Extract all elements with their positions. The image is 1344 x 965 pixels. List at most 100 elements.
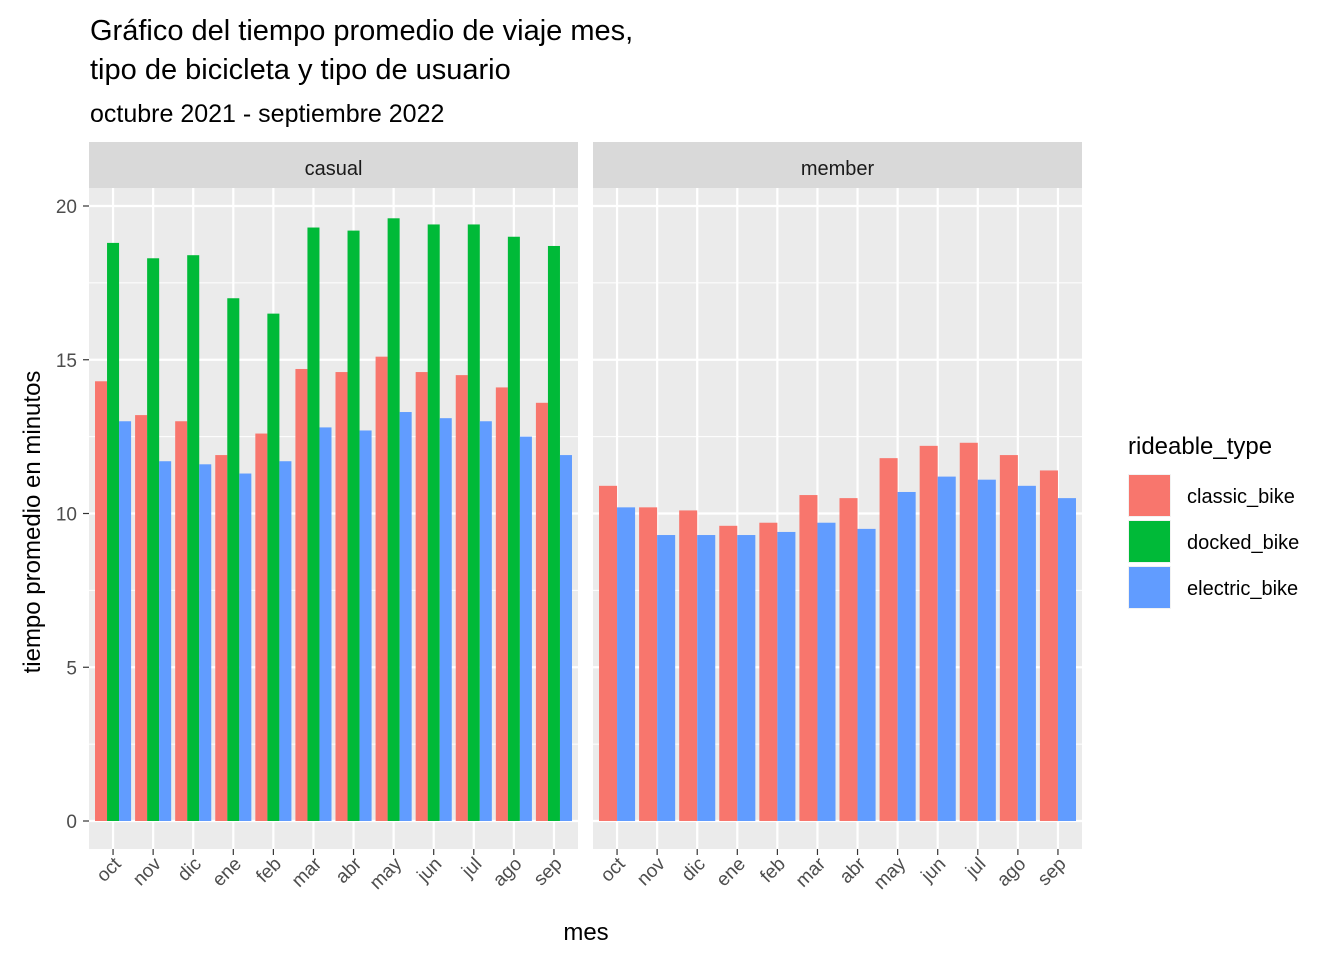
x-tick-label: jul xyxy=(961,854,990,883)
legend-key-docked-bike xyxy=(1129,521,1170,562)
x-axis-title: mes xyxy=(563,919,608,946)
y-tick-label: 10 xyxy=(56,505,77,526)
bar-member-electric-bike-nov xyxy=(657,535,676,821)
x-tick-label: dic xyxy=(678,854,710,886)
x-tick-label: mar xyxy=(288,853,326,891)
bar-member-electric-bike-jul xyxy=(977,479,996,821)
bar-casual-classic-bike-abr xyxy=(335,372,348,821)
bar-casual-classic-bike-oct xyxy=(95,381,108,821)
facet-strip-label: member xyxy=(801,158,875,180)
bar-member-classic-bike-nov xyxy=(639,507,658,821)
x-tick-label: oct xyxy=(597,853,630,886)
x-tick-label: sep xyxy=(530,854,567,891)
bar-member-classic-bike-jun xyxy=(919,445,938,821)
legend-item-electric-bike: electric_bike xyxy=(1128,566,1298,609)
bar-casual-docked-bike-jun xyxy=(427,224,440,821)
bar-casual-docked-bike-nov xyxy=(147,258,160,821)
bar-member-electric-bike-ene xyxy=(737,535,756,821)
bar-casual-classic-bike-may xyxy=(375,356,388,821)
x-tick-label: mar xyxy=(792,853,830,891)
bar-member-electric-bike-sep xyxy=(1057,498,1076,821)
bar-casual-electric-bike-ago xyxy=(519,436,532,821)
x-tick-label: ene xyxy=(209,854,246,891)
bar-casual-docked-bike-may xyxy=(387,218,400,822)
bar-casual-classic-bike-nov xyxy=(135,415,148,821)
facet-strip xyxy=(89,142,578,188)
legend-item-docked-bike: docked_bike xyxy=(1128,520,1299,563)
bar-member-electric-bike-oct xyxy=(617,507,636,821)
facet-panel-member: member oct nov dic ene feb mar abr may jun jul ago s… xyxy=(593,142,1082,894)
bar-casual-docked-bike-mar xyxy=(307,227,320,821)
bar-casual-classic-bike-feb xyxy=(255,433,268,821)
x-tick-label: abr xyxy=(332,853,367,888)
bar-member-electric-bike-abr xyxy=(857,528,876,821)
bar-casual-classic-bike-mar xyxy=(295,368,308,821)
bar-member-electric-bike-dic xyxy=(697,535,716,821)
bar-casual-electric-bike-feb xyxy=(279,461,292,821)
x-tick-label: ago xyxy=(489,854,526,891)
bar-member-electric-bike-feb xyxy=(777,531,796,821)
legend-key-classic-bike xyxy=(1129,475,1170,516)
bar-member-classic-bike-ene xyxy=(719,525,738,821)
bar-casual-docked-bike-abr xyxy=(347,230,360,822)
facet-strip xyxy=(593,142,1082,188)
bar-casual-docked-bike-ago xyxy=(507,236,520,821)
bar-member-classic-bike-mar xyxy=(799,495,818,821)
chart-title-line2: tipo de bicicleta y tipo de usuario xyxy=(90,54,511,86)
legend-key-electric-bike xyxy=(1129,567,1170,608)
bar-casual-docked-bike-dic xyxy=(187,255,200,821)
bar-member-electric-bike-mar xyxy=(817,522,836,821)
bar-casual-electric-bike-mar xyxy=(319,427,332,821)
bar-casual-electric-bike-abr xyxy=(359,430,372,821)
x-tick-label: ene xyxy=(713,854,750,891)
bar-casual-docked-bike-ene xyxy=(227,298,240,821)
chart-title-line1: Gráfico del tiempo promedio de viaje mes… xyxy=(90,15,633,47)
x-tick-label: dic xyxy=(174,854,206,886)
legend: rideable_type classic_bike docked_bikeele… xyxy=(1128,433,1299,609)
y-axis-title: tiempo promedio en minutos xyxy=(19,371,46,674)
bar-casual-docked-bike-jul xyxy=(467,224,480,821)
bar-member-classic-bike-sep xyxy=(1039,470,1058,821)
x-tick-label: may xyxy=(870,853,911,894)
x-tick-label: jun xyxy=(413,854,446,887)
bar-casual-electric-bike-oct xyxy=(119,421,132,821)
bar-member-classic-bike-ago xyxy=(999,455,1018,821)
y-tick-label: 15 xyxy=(56,351,77,372)
bar-member-classic-bike-feb xyxy=(759,522,778,821)
bar-casual-docked-bike-oct xyxy=(107,242,120,821)
bar-member-classic-bike-oct xyxy=(599,485,618,821)
x-tick-label: nov xyxy=(633,853,670,890)
bar-casual-docked-bike-sep xyxy=(547,245,560,822)
x-tick-label: oct xyxy=(93,853,126,886)
bar-casual-electric-bike-jul xyxy=(479,421,492,821)
x-tick-label: ago xyxy=(993,854,1030,891)
bar-casual-classic-bike-dic xyxy=(175,421,188,821)
bar-casual-classic-bike-jul xyxy=(455,375,468,821)
x-tick-label: jun xyxy=(917,854,950,887)
x-tick-label: sep xyxy=(1034,854,1071,891)
bar-casual-classic-bike-sep xyxy=(535,402,548,821)
legend-item-classic-bike: classic_bike xyxy=(1128,474,1295,517)
bar-member-classic-bike-may xyxy=(879,458,898,821)
facet-panel-casual: casual oct nov dic ene feb mar abr may jun jul ago s… xyxy=(56,142,578,894)
bar-member-classic-bike-jul xyxy=(959,442,978,821)
x-tick-label: nov xyxy=(129,853,166,890)
bar-casual-electric-bike-jun xyxy=(439,418,452,821)
bar-casual-classic-bike-jun xyxy=(415,372,428,821)
facet-strip-label: casual xyxy=(305,158,363,180)
x-tick-label: jul xyxy=(457,854,486,883)
x-tick-label: feb xyxy=(756,854,790,888)
bar-member-electric-bike-may xyxy=(897,491,916,821)
legend-label-classic-bike: classic_bike xyxy=(1187,486,1295,508)
bar-member-classic-bike-dic xyxy=(679,510,698,821)
y-tick-label: 5 xyxy=(66,658,77,679)
bar-casual-docked-bike-feb xyxy=(267,313,280,821)
bar-casual-electric-bike-sep xyxy=(559,455,572,821)
bar-casual-electric-bike-ene xyxy=(239,473,252,821)
bar-member-classic-bike-abr xyxy=(839,498,858,821)
bar-casual-electric-bike-may xyxy=(399,412,412,821)
chart-subtitle: octubre 2021 - septiembre 2022 xyxy=(90,100,444,128)
legend-label-electric-bike: electric_bike xyxy=(1187,578,1298,600)
